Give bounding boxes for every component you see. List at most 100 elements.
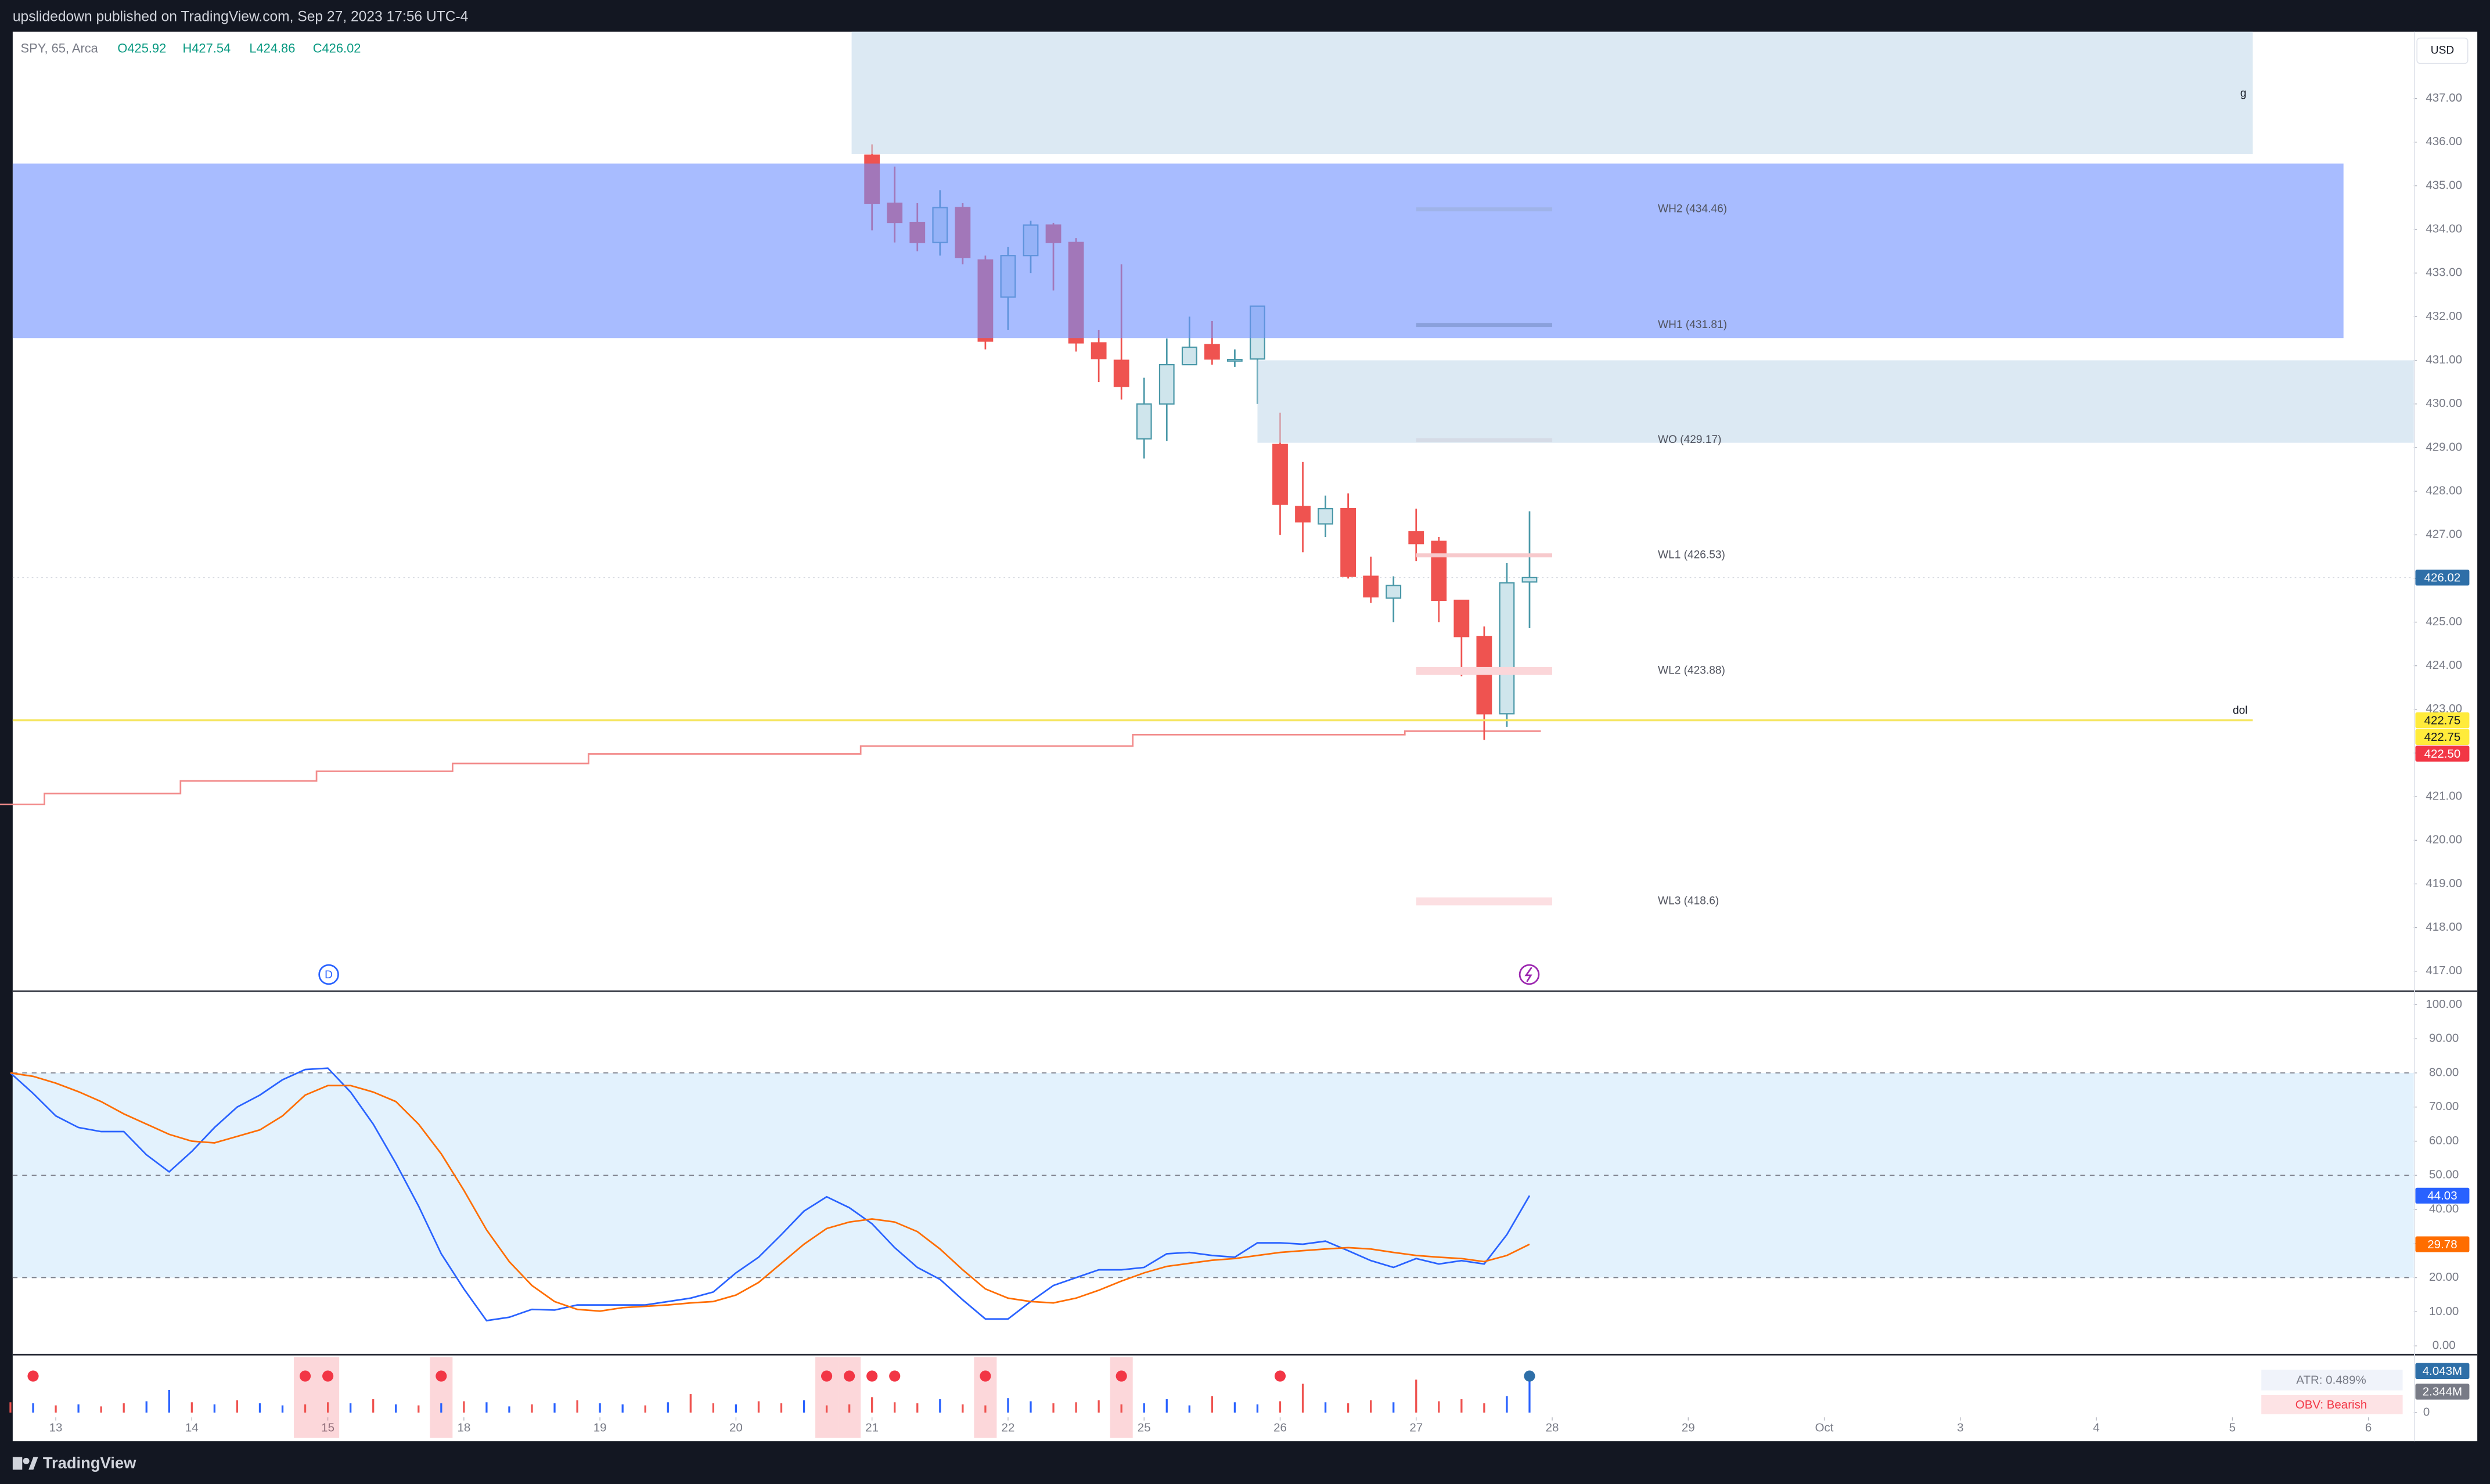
volume-bar <box>531 1404 533 1413</box>
y-tick-label: 421.00 <box>2426 790 2462 803</box>
volume-bar <box>100 1406 102 1413</box>
candle-body <box>1408 531 1424 545</box>
volume-bar <box>1120 1404 1122 1413</box>
price-tag: 422.75 <box>2424 730 2461 744</box>
currency-button[interactable] <box>2416 37 2469 64</box>
candle-body <box>1226 358 1243 362</box>
price-tag-bg <box>2415 729 2470 745</box>
oscillator-tag-bg <box>2415 1236 2470 1252</box>
oscillator-tag: 29.78 <box>2427 1238 2457 1251</box>
volume-tag: 4.043M <box>2423 1364 2462 1378</box>
legend-low: L424.86 <box>249 41 295 56</box>
volume-bar <box>848 1404 851 1413</box>
volume-bar <box>213 1404 216 1413</box>
level-label: WL2 (423.88) <box>1658 665 1725 677</box>
sell-signal <box>844 1370 855 1382</box>
volume-bar <box>1052 1403 1055 1413</box>
volume-bar <box>1165 1399 1168 1413</box>
volume-bar <box>939 1399 941 1413</box>
volume-bar <box>9 1402 12 1413</box>
volume-bar <box>123 1403 125 1413</box>
x-tick-label: 5 <box>2229 1421 2236 1435</box>
x-tick-label: 19 <box>593 1421 607 1435</box>
y-tick-label: 60.00 <box>2429 1134 2459 1147</box>
volume-bar <box>190 1402 193 1413</box>
x-tick-label: 28 <box>1546 1421 1559 1435</box>
volume-bar <box>984 1405 987 1413</box>
level-label: WO (429.17) <box>1658 434 1722 446</box>
y-tick-label: 432.00 <box>2426 309 2462 323</box>
currency[interactable]: USD <box>2431 45 2454 57</box>
zone <box>1257 360 2414 443</box>
volume-bar <box>962 1404 964 1413</box>
sell-signal <box>821 1370 833 1382</box>
price-tag-bg <box>2415 712 2470 729</box>
volume-bar <box>55 1405 57 1413</box>
price-tag: 426.02 <box>2424 571 2461 585</box>
logo-part <box>12 1457 23 1470</box>
dividend-marker[interactable] <box>318 964 339 985</box>
y-tick-label: 434.00 <box>2426 222 2462 236</box>
oscillator-tag: 44.03 <box>2427 1189 2457 1202</box>
y-tick-label: 0.00 <box>2433 1339 2456 1352</box>
volume-bar <box>1370 1400 1372 1413</box>
level-label: WH1 (431.81) <box>1658 319 1727 331</box>
logo-part <box>28 1457 38 1470</box>
zone <box>851 31 2253 154</box>
volume-bar <box>871 1397 873 1413</box>
legend-high: H427.54 <box>182 41 231 56</box>
candle-body <box>1318 508 1333 525</box>
signal-highlight <box>316 1357 340 1438</box>
dividend-label[interactable]: D <box>325 969 333 981</box>
y-tick-label: 428.00 <box>2426 484 2462 497</box>
signal-highlight <box>974 1357 997 1438</box>
brand: TradingView <box>43 1454 136 1472</box>
candle-body <box>1158 364 1175 405</box>
volume-bar <box>735 1404 737 1413</box>
sell-signal <box>299 1370 311 1382</box>
zone-label: g <box>2240 87 2247 99</box>
x-tick-label: 22 <box>1002 1421 1015 1435</box>
atr-label: ATR: 0.489% <box>2296 1374 2366 1387</box>
volume-bar <box>1438 1401 1440 1413</box>
oscillator-line <box>10 1072 1530 1312</box>
signal-highlight <box>294 1357 317 1438</box>
volume-tag-bg <box>2415 1363 2470 1379</box>
sell-signal <box>27 1370 39 1382</box>
volume-bar <box>599 1403 601 1413</box>
sell-signal <box>866 1370 878 1382</box>
y-tick-label: 417.00 <box>2426 964 2462 977</box>
lightning-icon <box>1524 967 1532 982</box>
candle-body <box>1136 403 1152 440</box>
legend-open: O425.92 <box>117 41 166 56</box>
y-tick-label: 0 <box>2423 1405 2430 1418</box>
volume-bar <box>1233 1402 1236 1413</box>
volume-bar <box>32 1403 34 1413</box>
volume-bar <box>553 1403 556 1413</box>
y-tick-label: 420.00 <box>2426 833 2462 847</box>
volume-bar <box>1007 1398 1009 1413</box>
candle-body <box>1431 541 1447 601</box>
y-tick-label: 431.00 <box>2426 353 2462 366</box>
volume-bar <box>350 1403 352 1413</box>
sell-signal <box>1274 1370 1286 1382</box>
signal-highlight <box>430 1357 453 1438</box>
volume-bar <box>508 1406 510 1413</box>
volume-bar <box>304 1404 307 1413</box>
volume-bar <box>667 1402 669 1413</box>
x-tick-label: 4 <box>2093 1421 2099 1435</box>
volume-bar <box>576 1400 578 1413</box>
sell-signal <box>980 1370 991 1382</box>
volume-bar <box>1256 1404 1259 1413</box>
x-tick-label: 13 <box>49 1421 63 1435</box>
volume-bar <box>916 1403 919 1413</box>
x-tick-label: 20 <box>729 1421 743 1435</box>
y-tick-label: 419.00 <box>2426 877 2462 890</box>
volume-tag: 2.344M <box>2423 1385 2462 1399</box>
volume-bar <box>1324 1402 1327 1413</box>
y-tick-label: 70.00 <box>2429 1100 2459 1113</box>
x-tick-label: 25 <box>1138 1421 1151 1435</box>
volume-bar <box>1279 1401 1282 1413</box>
level-label: WL3 (418.6) <box>1658 895 1719 907</box>
y-tick-label: 436.00 <box>2426 135 2462 148</box>
